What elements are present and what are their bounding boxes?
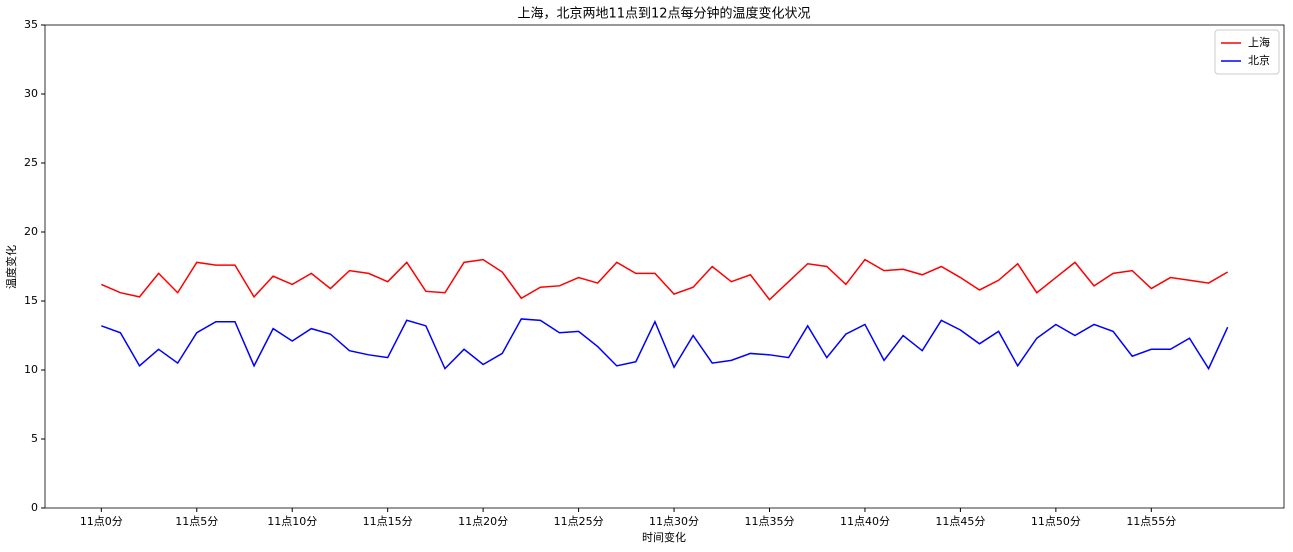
line-series bbox=[101, 258, 1229, 301]
y-tick-label: 25 bbox=[24, 156, 38, 169]
chart-title: 上海，北京两地11点到12点每分钟的温度变化状况 bbox=[517, 6, 810, 22]
y-tick-label: 0 bbox=[31, 501, 38, 514]
legend-box bbox=[1214, 29, 1280, 75]
x-tick-label: 11点40分 bbox=[840, 515, 890, 528]
line-series bbox=[101, 318, 1229, 371]
x-tick-label: 11点0分 bbox=[80, 515, 123, 528]
x-tick-label: 11点10分 bbox=[267, 515, 317, 528]
y-tick-label: 35 bbox=[24, 18, 38, 31]
y-tick-label: 30 bbox=[24, 87, 38, 100]
y-tick-label: 10 bbox=[24, 363, 38, 376]
y-tick-label: 5 bbox=[31, 432, 38, 445]
legend-label: 上海 bbox=[1248, 35, 1270, 49]
x-tick-label: 11点30分 bbox=[649, 515, 699, 528]
x-tick-label: 11点5分 bbox=[175, 515, 218, 528]
x-tick-label: 11点55分 bbox=[1126, 515, 1176, 528]
x-tick-label: 11点25分 bbox=[554, 515, 604, 528]
x-tick-label: 11点15分 bbox=[363, 515, 413, 528]
x-tick-label: 11点20分 bbox=[458, 515, 508, 528]
y-tick-label: 15 bbox=[24, 294, 38, 307]
x-axis-label: 时间变化 bbox=[642, 530, 686, 544]
plot-frame bbox=[44, 24, 1285, 509]
x-tick-label: 11点50分 bbox=[1031, 515, 1081, 528]
x-tick-label: 11点35分 bbox=[745, 515, 795, 528]
y-tick-label: 20 bbox=[24, 225, 38, 238]
y-axis-label: 温度变化 bbox=[4, 245, 18, 289]
x-tick-label: 11点45分 bbox=[935, 515, 985, 528]
legend-label: 北京 bbox=[1248, 53, 1270, 67]
